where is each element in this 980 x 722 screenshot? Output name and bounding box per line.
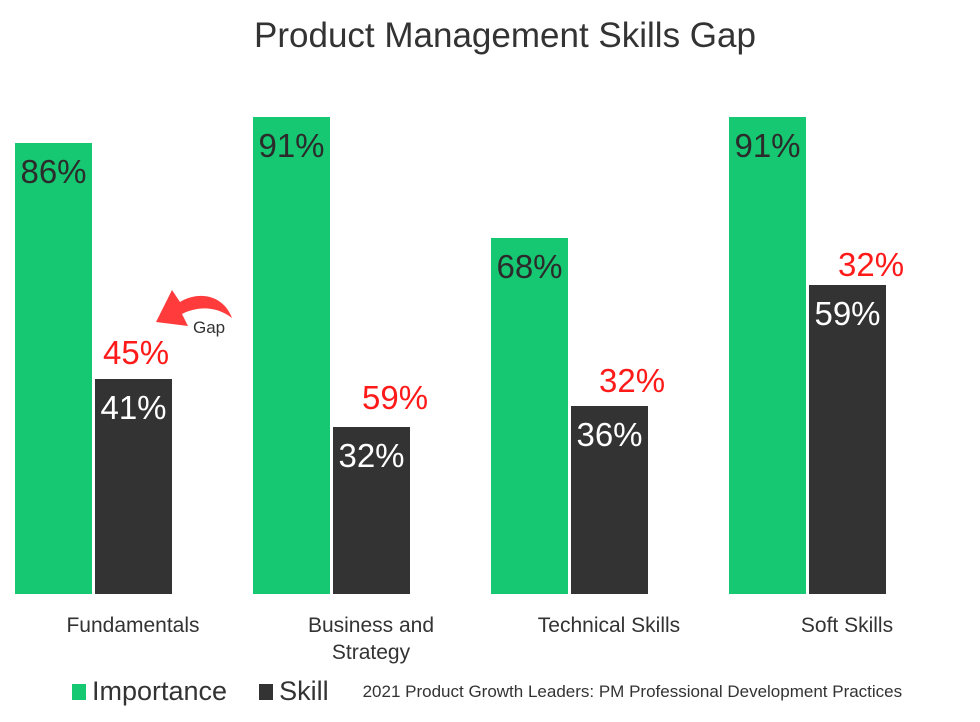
category-label-soft: Soft Skills — [800, 614, 894, 637]
gap-annotation: Gap — [193, 318, 226, 337]
legend-label-importance: Importance — [92, 676, 228, 706]
bar-value-label: 68% — [496, 248, 563, 285]
gap-label-technical: 32% — [599, 362, 666, 399]
bar-value-label: 32% — [338, 437, 405, 474]
bar-value-label: 91% — [258, 127, 325, 164]
bar-skill-business: 32% — [333, 427, 410, 594]
bar-importance-business: 91% — [253, 117, 330, 594]
legend-swatch-skill — [259, 683, 274, 700]
category-label-fundamentals: Fundamentals — [66, 614, 200, 637]
bar-value-label: 59% — [814, 295, 881, 332]
gap-label-fundamentals: 45% — [103, 334, 170, 371]
bar-importance-technical: 68% — [491, 238, 568, 594]
bar-value-label: 41% — [100, 389, 167, 426]
curved-arrow-icon — [156, 290, 232, 326]
bar-importance-soft: 91% — [729, 117, 806, 594]
bar-skill-technical: 36% — [571, 406, 648, 594]
source-note: 2021 Product Growth Leaders: PM Professi… — [362, 681, 903, 701]
bar-value-label: 91% — [734, 127, 801, 164]
category-label-technical: Technical Skills — [537, 614, 681, 637]
gap-label-soft: 32% — [838, 246, 905, 283]
category-label-business: Business and Strategy — [307, 614, 435, 664]
bar-skill-soft: 59% — [809, 285, 886, 594]
bar-skill-fundamentals: 41% — [95, 379, 172, 594]
chart-title: Product Management Skills Gap — [254, 16, 756, 55]
gap-label-business: 59% — [362, 379, 429, 416]
bar-value-label: 86% — [20, 153, 87, 190]
legend: Importance Skill 2021 Product Growth Lea… — [72, 676, 902, 707]
legend-label-skill: Skill — [279, 676, 329, 706]
bar-value-label: 36% — [576, 416, 643, 453]
legend-swatch-importance — [72, 683, 86, 700]
bar-importance-fundamentals: 86% — [15, 143, 92, 594]
